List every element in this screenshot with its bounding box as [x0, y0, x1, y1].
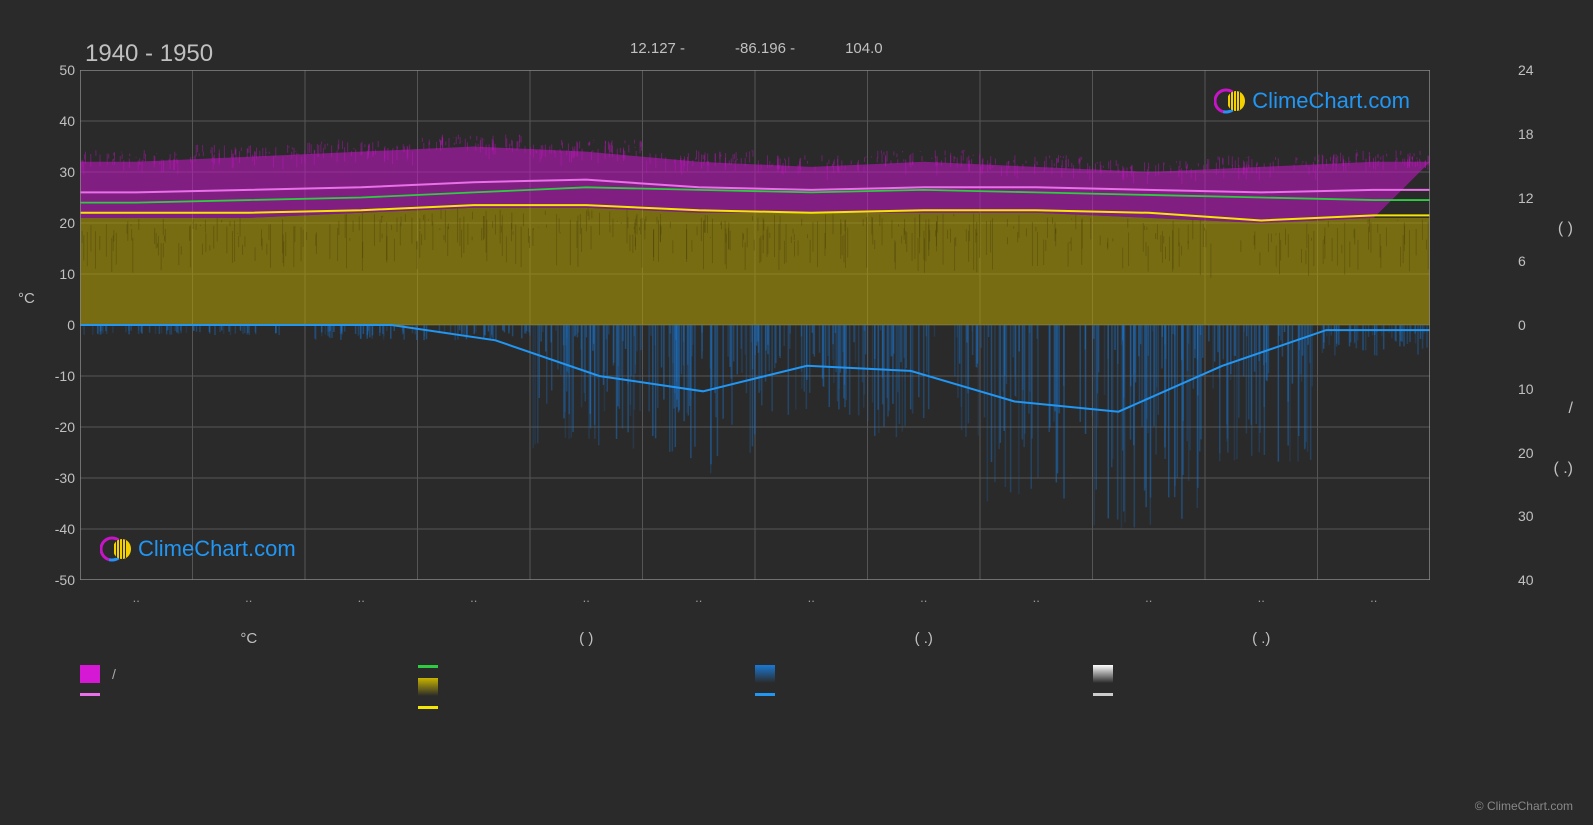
legend-column: [755, 665, 1093, 719]
legend-swatch: [418, 706, 438, 709]
coord-lon: -86.196 -: [735, 40, 795, 57]
watermark-bottom: ClimeChart.com: [100, 533, 296, 565]
watermark-top: ClimeChart.com: [1214, 85, 1410, 117]
legend-item: [418, 665, 756, 668]
x-tick: ..: [868, 590, 981, 610]
y-left-tick: -40: [45, 521, 75, 537]
x-tick: ..: [755, 590, 868, 610]
coord-lat: 12.127 -: [630, 40, 685, 57]
x-tick: ..: [80, 590, 193, 610]
y-right-tick: 10: [1518, 381, 1548, 397]
legend-swatch: [80, 665, 100, 683]
climechart-logo-icon: [1214, 85, 1246, 117]
legend-column: /: [80, 665, 418, 719]
climechart-logo-icon: [100, 533, 132, 565]
legend-swatch: [1093, 665, 1113, 683]
y-left-tick: 40: [45, 113, 75, 129]
watermark-text: ClimeChart.com: [138, 536, 296, 562]
y2-annot-mid: /: [1569, 400, 1573, 418]
legend-item: [418, 678, 756, 696]
x-tick: ..: [530, 590, 643, 610]
y-left-tick: -30: [45, 470, 75, 486]
coordinates: 12.127 - -86.196 - 104.0: [630, 40, 883, 57]
legend-item: /: [80, 665, 418, 683]
y2-annot-bottom: ( .): [1553, 460, 1573, 478]
y-left-tick: 50: [45, 62, 75, 78]
legend-swatch: [418, 678, 438, 696]
legend-item: [755, 665, 1093, 683]
x-tick: ..: [643, 590, 756, 610]
legend-header-item: °C: [80, 630, 418, 647]
x-tick: ..: [1093, 590, 1206, 610]
legend-column: [1093, 665, 1431, 719]
y-left-tick: 30: [45, 164, 75, 180]
y-right-tick: 30: [1518, 508, 1548, 524]
copyright: © ClimeChart.com: [1475, 799, 1573, 813]
y-left-tick: -50: [45, 572, 75, 588]
y-left-tick: -20: [45, 419, 75, 435]
y-right-tick: 40: [1518, 572, 1548, 588]
legend-header: °C( )( .)( .): [80, 630, 1430, 647]
legend-label: /: [112, 666, 116, 682]
y-right-tick: 18: [1518, 126, 1548, 142]
coord-elev: 104.0: [845, 40, 883, 57]
legend-item: [418, 706, 756, 709]
y-left-tick: 10: [45, 266, 75, 282]
y-right-tick: 24: [1518, 62, 1548, 78]
legend-body: /: [80, 665, 1430, 719]
y-right-tick: 12: [1518, 190, 1548, 206]
y-left-tick: 20: [45, 215, 75, 231]
y2-annot-top: ( ): [1558, 220, 1573, 238]
y-right-tick: 20: [1518, 445, 1548, 461]
legend-header-item: ( ): [418, 630, 756, 647]
x-tick: ..: [305, 590, 418, 610]
legend-swatch: [1093, 693, 1113, 696]
y-left-tick: -10: [45, 368, 75, 384]
x-tick: ..: [418, 590, 531, 610]
y-right-tick: 0: [1518, 317, 1548, 333]
legend-swatch: [755, 665, 775, 683]
y-axis-left: 50403020100-10-20-30-40-50: [45, 70, 75, 580]
legend-column: [418, 665, 756, 719]
legend-swatch: [755, 693, 775, 696]
x-tick: ..: [1205, 590, 1318, 610]
y-left-tick: 0: [45, 317, 75, 333]
y-axis-left-label: °C: [18, 290, 35, 307]
legend-swatch: [418, 665, 438, 668]
y-axis-right: 2418126010203040: [1518, 70, 1548, 580]
legend-item: [755, 693, 1093, 696]
chart-plot-area: ClimeChart.com ClimeChart.com: [80, 70, 1430, 580]
legend-swatch: [80, 693, 100, 696]
legend-header-item: ( .): [1093, 630, 1431, 647]
legend-item: [1093, 693, 1431, 696]
y-right-tick: 6: [1518, 253, 1548, 269]
chart-title: 1940 - 1950: [85, 40, 213, 68]
x-tick: ..: [193, 590, 306, 610]
x-tick: ..: [980, 590, 1093, 610]
x-axis: ........................: [80, 590, 1430, 610]
legend-item: [1093, 665, 1431, 683]
x-tick: ..: [1318, 590, 1431, 610]
legend-item: [80, 693, 418, 696]
watermark-text: ClimeChart.com: [1252, 88, 1410, 114]
legend-header-item: ( .): [755, 630, 1093, 647]
